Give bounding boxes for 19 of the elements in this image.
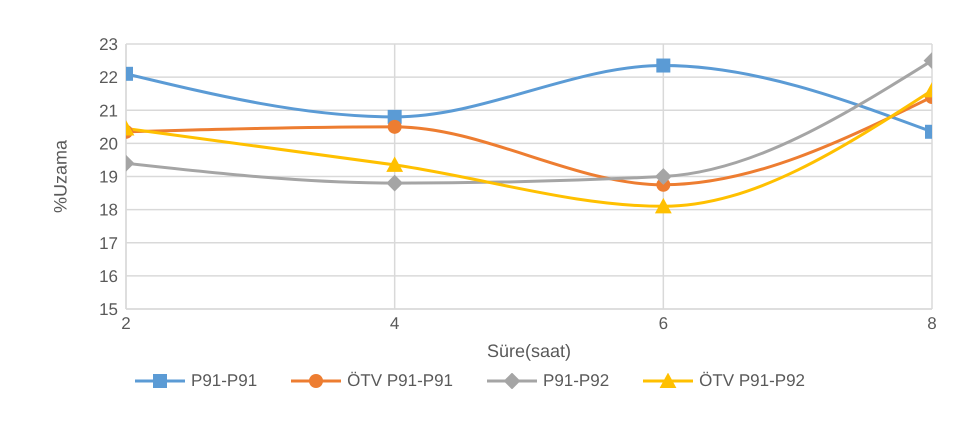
y-axis-title: %Uzama: [50, 139, 70, 214]
x-tick-label: 2: [121, 314, 131, 334]
legend-label: ÖTV P91-P91: [347, 371, 453, 391]
legend-label: P91-P92: [543, 371, 610, 391]
legend-label: ÖTV P91-P92: [699, 371, 805, 391]
y-tick-label: 15: [99, 300, 118, 320]
x-tick-label: 4: [390, 314, 400, 334]
y-tick-label: 20: [99, 134, 118, 154]
y-tick-label: 18: [99, 200, 118, 220]
y-tick-label: 21: [99, 101, 118, 120]
y-tick-label: 17: [99, 234, 118, 253]
y-tick-label: 22: [99, 68, 118, 88]
y-tick-label: 19: [99, 168, 118, 187]
y-tick-label: 23: [99, 35, 118, 54]
x-tick-label: 8: [927, 314, 937, 334]
y-tick-label: 16: [99, 266, 118, 286]
x-tick-label: 6: [658, 314, 668, 334]
legend-label: P91-P91: [191, 371, 258, 391]
x-axis-title: Süre(saat): [486, 341, 572, 361]
